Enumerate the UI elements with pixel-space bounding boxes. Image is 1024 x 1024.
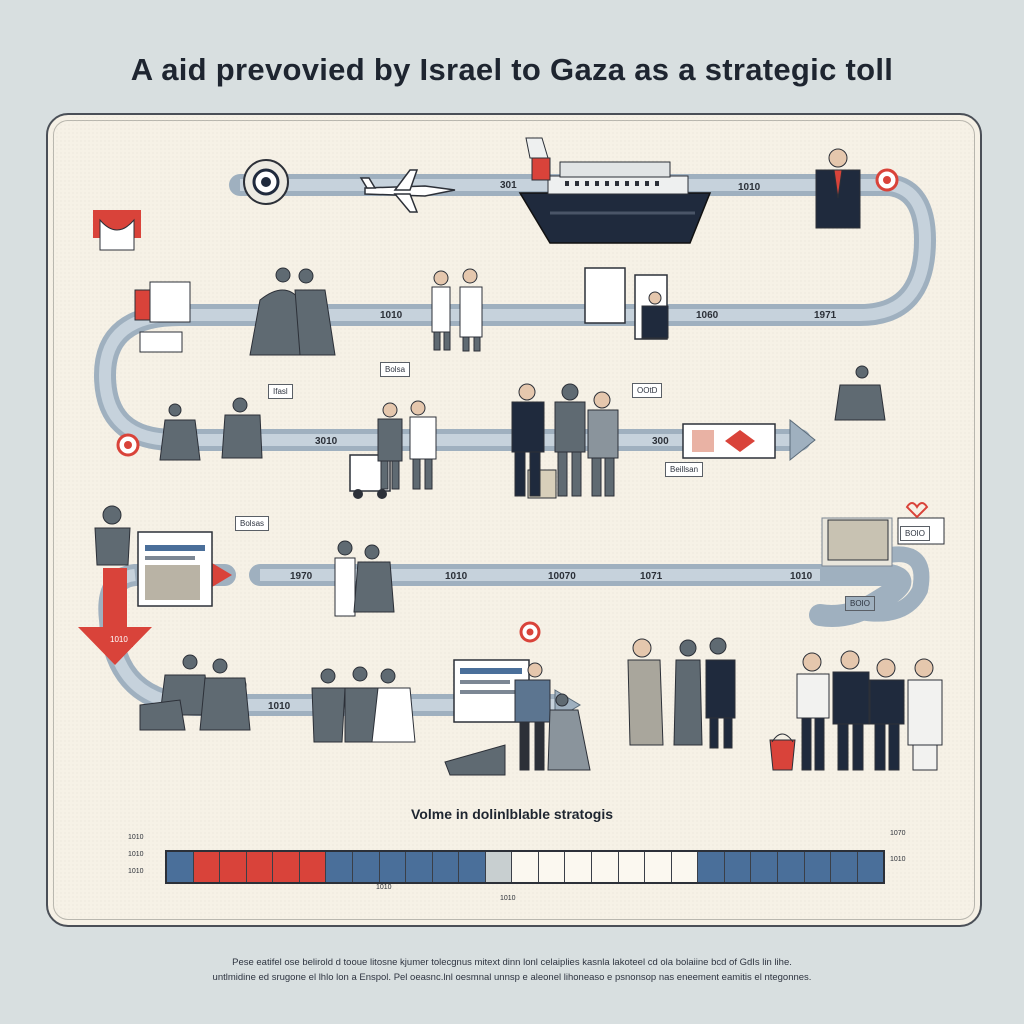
footer-caption: Pese eatifel ose belirold d tooue litosn…: [110, 955, 914, 985]
year-label: 1010: [445, 571, 468, 582]
scale-segment: [299, 852, 327, 882]
scale-right-tick: 1070: [890, 830, 906, 837]
year-label: 300: [652, 436, 669, 447]
scale-segment: [512, 852, 539, 882]
scale-segment: [220, 852, 247, 882]
scale-segment: [565, 852, 592, 882]
footer-line: Pese eatifel ose belirold d tooue litosn…: [232, 957, 792, 968]
scale-segment: [326, 852, 353, 882]
callout-box: OOtD: [632, 383, 663, 398]
scale-segment: [352, 852, 380, 882]
callout-box: Bolsas: [235, 516, 270, 531]
scale-segment: [167, 852, 194, 882]
scale-segment: [406, 852, 433, 882]
scale-segment: [618, 852, 646, 882]
scale-segment: [538, 852, 566, 882]
scale-segment: [698, 852, 725, 882]
year-label: 301: [500, 180, 517, 191]
airplane-icon: [359, 169, 456, 213]
year-label: 1010: [268, 701, 291, 712]
callout-box: Ifasl: [268, 384, 293, 399]
scale-segment: [671, 852, 699, 882]
callout-box: Bolsa: [380, 362, 411, 377]
scale-segment: [804, 852, 832, 882]
scale-segment: [777, 852, 805, 882]
volume-scale-bar: [165, 850, 885, 884]
year-label: 1970: [290, 571, 313, 582]
scale-segment: [831, 852, 858, 882]
year-label: 1071: [640, 571, 663, 582]
scale-left-tick: 1010: [128, 868, 144, 875]
callout-box: Beillsan: [665, 462, 704, 477]
callout-box: 1010: [105, 632, 133, 647]
page-title: A aid prevovied by Israel to Gaza as a s…: [130, 52, 894, 87]
year-label: 1010: [738, 182, 761, 193]
year-label: 1060: [696, 310, 719, 321]
scale-segment: [592, 852, 619, 882]
year-label: 1971: [814, 310, 837, 321]
scale-bottom-tick: 1010: [376, 884, 392, 891]
year-label: 1010: [790, 571, 813, 582]
scale-segment: [645, 852, 672, 882]
scale-segment: [751, 852, 778, 882]
scale-segment: [273, 852, 300, 882]
callout-box: BOIO: [845, 596, 876, 611]
ship-icon: [518, 137, 712, 244]
scale-right-tick: 1010: [890, 856, 906, 863]
scale-segment: [724, 852, 752, 882]
footer-line: untlmidine ed srugone el lhlo lon a Ensp…: [212, 972, 812, 983]
scale-segment: [432, 852, 460, 882]
scale-title: Volme in dolinlblable stratogis: [411, 806, 613, 822]
year-label: 3010: [315, 436, 338, 447]
scale-segment: [485, 852, 513, 882]
scale-segment: [857, 852, 884, 882]
year-label: 1010: [380, 310, 403, 321]
scale-left-tick: 1010: [128, 851, 144, 858]
scale-segment: [246, 852, 274, 882]
scale-segment: [379, 852, 407, 882]
year-label: 10070: [548, 571, 576, 582]
scale-bottom-tick: 1010: [500, 895, 516, 902]
scale-segment: [459, 852, 486, 882]
callout-box: BOIO: [900, 526, 931, 541]
scale-left-tick: 1010: [128, 834, 144, 841]
scale-segment: [193, 852, 221, 882]
